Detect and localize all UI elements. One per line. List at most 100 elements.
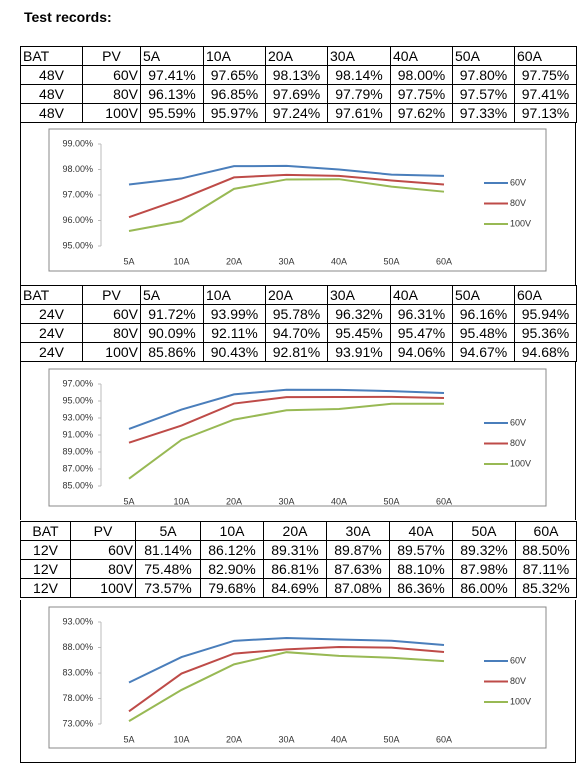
x-tick-label: 20A: [226, 734, 242, 744]
table-cell: 95.47%: [390, 323, 453, 343]
table-cell: 60V: [82, 65, 141, 85]
x-tick-label: 10A: [173, 256, 189, 266]
y-tick-label: 83.00%: [62, 667, 93, 677]
x-tick-label: 40A: [331, 734, 347, 744]
chart: 85.00% 87.00% 89.00% 91.00% 93.00% 95.00% 97.0…: [48, 368, 547, 507]
x-tick-label: 50A: [383, 256, 399, 266]
table-cell: 80V: [70, 559, 136, 579]
table-cell: 100V: [82, 103, 141, 123]
table-cell: 12V: [20, 578, 71, 598]
series-line: [128, 402, 445, 480]
chart-cell: 95.00% 96.00% 97.00% 98.00% 99.00% 5A 10A 20A 30…: [20, 122, 576, 285]
table-cell: 97.24%: [265, 103, 328, 123]
x-tick-label: 5A: [123, 734, 134, 744]
table-cell: 96.32%: [327, 304, 391, 324]
table-cell: 97.62%: [390, 103, 453, 123]
table-cell: 97.13%: [514, 103, 577, 123]
header-cell: 5A: [140, 46, 204, 66]
x-tick-label: 30A: [278, 734, 294, 744]
y-tick-label: 98.00%: [62, 164, 93, 174]
header-row: BAT PV 5A 10A 20A 30A 40A 50A 60A: [20, 521, 577, 541]
table-cell: 48V: [20, 65, 83, 85]
header-cell: 60A: [514, 285, 577, 305]
table-cell: 87.63%: [326, 559, 390, 579]
header-cell: 50A: [452, 285, 515, 305]
table-cell: 93.91%: [327, 342, 391, 362]
x-tick-label: 5A: [123, 256, 134, 266]
y-tick-label: 78.00%: [62, 693, 93, 703]
table-cell: 97.41%: [140, 65, 204, 85]
table-cell: 97.61%: [327, 103, 391, 123]
table-cell: 60V: [82, 304, 141, 324]
y-tick-label: 93.00%: [62, 412, 93, 422]
header-cell: 10A: [200, 521, 264, 541]
table-cell: 92.11%: [203, 323, 266, 343]
header-cell: PV: [82, 46, 141, 66]
chart: 95.00% 96.00% 97.00% 98.00% 99.00% 5A 10A 20A 30…: [48, 128, 547, 272]
table-cell: 89.87%: [326, 540, 390, 560]
table-cell: 86.81%: [263, 559, 327, 579]
header-cell: PV: [82, 285, 141, 305]
table-cell: 93.99%: [203, 304, 266, 324]
table-cell: 24V: [20, 304, 83, 324]
series-line: [128, 164, 445, 186]
legend-label: 100V: [510, 696, 531, 706]
header-cell: BAT: [20, 521, 71, 541]
table-cell: 86.00%: [452, 578, 516, 598]
table-cell: 86.36%: [389, 578, 453, 598]
header-cell: 10A: [203, 285, 266, 305]
data-table: BAT PV 5A 10A 20A 30A 40A 50A 60A 12V 60V 81.14% 86.…: [20, 521, 577, 598]
table-cell: 12V: [20, 559, 71, 579]
header-cell: 20A: [265, 285, 328, 305]
table-cell: 94.67%: [452, 342, 515, 362]
table-cell: 96.85%: [203, 84, 266, 104]
table-cell: 88.10%: [389, 559, 453, 579]
header-row: BAT PV 5A 10A 20A 30A 40A 50A 60A: [20, 285, 577, 305]
legend-label: 80V: [510, 676, 526, 686]
table-cell: 96.31%: [390, 304, 453, 324]
table-cell: 98.14%: [327, 65, 391, 85]
x-tick-label: 60A: [436, 496, 452, 506]
x-tick-label: 40A: [331, 496, 347, 506]
chart-frame: [48, 368, 547, 507]
table-cell: 79.68%: [200, 578, 264, 598]
table-cell: 97.79%: [327, 84, 391, 104]
series-line: [128, 173, 445, 219]
table-cell: 84.69%: [263, 578, 327, 598]
y-tick-label: 97.00%: [62, 189, 93, 199]
legend-label: 80V: [510, 198, 526, 208]
header-cell: BAT: [20, 285, 83, 305]
header-cell: BAT: [20, 46, 83, 66]
chart-cell: 73.00% 78.00% 83.00% 88.00% 93.00% 5A 10A 20A 30…: [20, 600, 576, 762]
data-table: BAT PV 5A 10A 20A 30A 40A 50A 60A 48V 60V 97.41% 97.…: [20, 46, 577, 123]
legend-label: 80V: [510, 438, 526, 448]
legend-label: 60V: [510, 655, 526, 665]
table-cell: 12V: [20, 540, 71, 560]
table-cell: 97.65%: [203, 65, 266, 85]
header-cell: 50A: [452, 521, 516, 541]
y-tick-label: 89.00%: [62, 446, 93, 456]
table-cell: 95.97%: [203, 103, 266, 123]
y-tick-label: 95.00%: [62, 240, 93, 250]
series-line: [128, 395, 445, 444]
table-cell: 60V: [70, 540, 136, 560]
table-cell: 81.14%: [135, 540, 201, 560]
table-cell: 97.33%: [452, 103, 515, 123]
table-cell: 82.90%: [200, 559, 264, 579]
table-cell: 88.50%: [515, 540, 577, 560]
y-tick-label: 97.00%: [62, 378, 93, 388]
table-cell: 87.98%: [452, 559, 516, 579]
table-cell: 100V: [70, 578, 136, 598]
table-cell: 94.70%: [265, 323, 328, 343]
table-cell: 97.57%: [452, 84, 515, 104]
title: Test records:: [24, 9, 112, 25]
table-cell: 97.75%: [514, 65, 577, 85]
table-cell: 95.45%: [327, 323, 391, 343]
table-cell: 95.94%: [514, 304, 577, 324]
header-cell: 50A: [452, 46, 515, 66]
table-cell: 24V: [20, 323, 83, 343]
y-tick-label: 99.00%: [62, 138, 93, 148]
chart-frame: [48, 128, 547, 272]
table-cell: 95.36%: [514, 323, 577, 343]
header-cell: 30A: [327, 46, 391, 66]
